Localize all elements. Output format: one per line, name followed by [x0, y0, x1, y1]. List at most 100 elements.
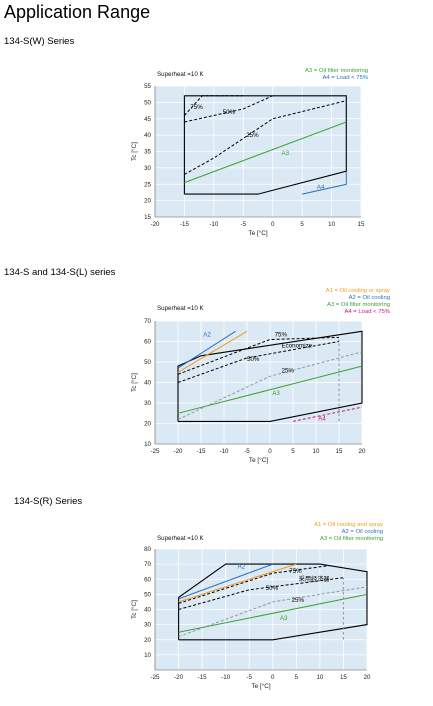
- x-axis-label: Te [°C]: [249, 456, 268, 464]
- x-tick-label: 20: [364, 674, 371, 681]
- y-tick-label: 45: [144, 116, 151, 123]
- x-axis-label: Te [°C]: [248, 229, 267, 237]
- series-line-75-: [184, 95, 244, 116]
- y-tick-label: 50: [144, 359, 151, 366]
- series-line-50-: [177, 341, 340, 383]
- series-label: 75%: [190, 104, 203, 111]
- legend-entry: A1 = Oil cooling or spray: [326, 288, 390, 294]
- series-line-25-: [178, 586, 368, 638]
- x-tick-label: -15: [197, 448, 207, 455]
- x-tick-label: 10: [316, 674, 323, 681]
- series-line-75-: [177, 336, 340, 375]
- y-axis-label: Tc [°C]: [130, 600, 138, 619]
- y-tick-label: 55: [144, 83, 151, 90]
- series-line-a1: [178, 563, 297, 603]
- series-line-a3: [178, 593, 368, 633]
- x-tick-label: -5: [246, 674, 252, 681]
- y-tick-label: 80: [144, 546, 151, 553]
- legend-entry: A4 = Load < 75%: [322, 75, 368, 81]
- y-tick-label: 20: [144, 421, 151, 428]
- legend-entry: A2 = Oil cooling: [349, 295, 390, 301]
- y-tick-label: 70: [144, 561, 151, 568]
- x-tick-label: -15: [198, 674, 208, 681]
- series-label: 75%: [275, 331, 288, 338]
- x-tick-label: 15: [358, 221, 365, 228]
- series-label: A4: [318, 415, 326, 422]
- y-tick-label: 10: [144, 441, 151, 448]
- y-tick-label: 40: [144, 607, 151, 614]
- x-tick-label: 0: [271, 221, 275, 228]
- series-line-envelope: [183, 95, 347, 195]
- series-line-a4: [292, 406, 363, 422]
- x-tick-label: -20: [174, 674, 184, 681]
- legend-entry: A3 = Oil filter monitoring: [320, 536, 383, 542]
- y-tick-label: 40: [144, 132, 151, 139]
- series-line-50-: [178, 577, 344, 610]
- series-line-a4: [301, 171, 347, 195]
- y-tick-label: 30: [144, 622, 151, 629]
- series-line-a2: [178, 563, 273, 600]
- y-tick-label: 60: [144, 576, 151, 583]
- y-tick-label: 70: [144, 318, 151, 325]
- x-tick-label: -5: [241, 221, 247, 228]
- x-tick-label: 20: [359, 448, 366, 455]
- x-tick-label: -5: [244, 448, 250, 455]
- superheat-annotation: Superheat =10 K: [157, 305, 204, 312]
- x-tick-label: -20: [174, 448, 184, 455]
- series-line-a1: [177, 330, 248, 373]
- chart-1-section-title: 134-S(W) Series: [4, 36, 75, 47]
- series-label: 采用经济器: [299, 575, 331, 583]
- series-line-a3: [184, 121, 347, 184]
- x-tick-label: 15: [336, 448, 343, 455]
- series-label: A3: [272, 390, 280, 397]
- series-label: 25%: [246, 132, 259, 139]
- y-tick-label: 50: [144, 99, 151, 106]
- y-axis-label: Tc [°C]: [130, 373, 138, 392]
- series-line-50-: [184, 95, 273, 123]
- y-tick-label: 50: [144, 591, 151, 598]
- page-title: Application Range: [4, 2, 151, 22]
- x-tick-label: 5: [300, 221, 304, 228]
- chart-3-section-title: 134-S(R) Series: [14, 496, 83, 507]
- y-tick-label: 30: [144, 400, 151, 407]
- legend-entry: A3 = Oil filter monitoring: [305, 68, 368, 74]
- series-line-25-: [177, 351, 363, 420]
- x-tick-label: 5: [295, 674, 299, 681]
- legend-entry: A2 = Oil cooling: [342, 529, 383, 535]
- series-label: 25%: [292, 597, 305, 604]
- chart-2: -25 -20 -15 -10 -5 0 5 10 15 20 10 20 30 40 50 60 70 Te […: [130, 288, 391, 464]
- series-line-75-: [178, 565, 330, 604]
- series-label: 50%: [247, 356, 260, 363]
- x-tick-label: 0: [271, 674, 275, 681]
- x-tick-label: -10: [221, 674, 231, 681]
- y-tick-label: 20: [144, 637, 151, 644]
- x-tick-label: -25: [151, 448, 161, 455]
- series-label: 50%: [266, 585, 279, 592]
- series-label: A3: [280, 615, 288, 622]
- legend-entry: A1 = Oil cooling and spray: [314, 522, 383, 528]
- superheat-annotation: Superheat =10 K: [157, 71, 204, 78]
- x-tick-label: 0: [268, 448, 272, 455]
- series-line-envelope: [177, 330, 363, 422]
- y-tick-label: 30: [144, 165, 151, 172]
- series-line-a2: [177, 330, 236, 369]
- series-line-25-: [184, 100, 347, 175]
- x-tick-label: -15: [180, 221, 190, 228]
- x-tick-label: -10: [209, 221, 219, 228]
- series-label: A3: [282, 150, 290, 157]
- x-tick-label: -20: [151, 221, 161, 228]
- series-label: Economize: [282, 343, 313, 350]
- series-line-a3: [177, 365, 363, 414]
- y-tick-label: 60: [144, 339, 151, 346]
- series-label: 50%: [223, 109, 236, 116]
- y-axis-label: Tc [°C]: [130, 142, 138, 161]
- chart-3: -25 -20 -15 -10 -5 0 5 10 15 20 10 20 30 40 50 60 70 80 Te…: [130, 522, 383, 690]
- y-tick-label: 25: [144, 181, 151, 188]
- y-tick-label: 15: [144, 214, 151, 221]
- x-tick-label: 15: [340, 674, 347, 681]
- series-label: A2: [237, 564, 245, 571]
- x-axis-label: Te [°C]: [251, 682, 270, 690]
- x-tick-label: -10: [220, 448, 230, 455]
- series-label: A2: [203, 331, 211, 338]
- legend-entry: A3 = Oil filter monitoring: [327, 302, 390, 308]
